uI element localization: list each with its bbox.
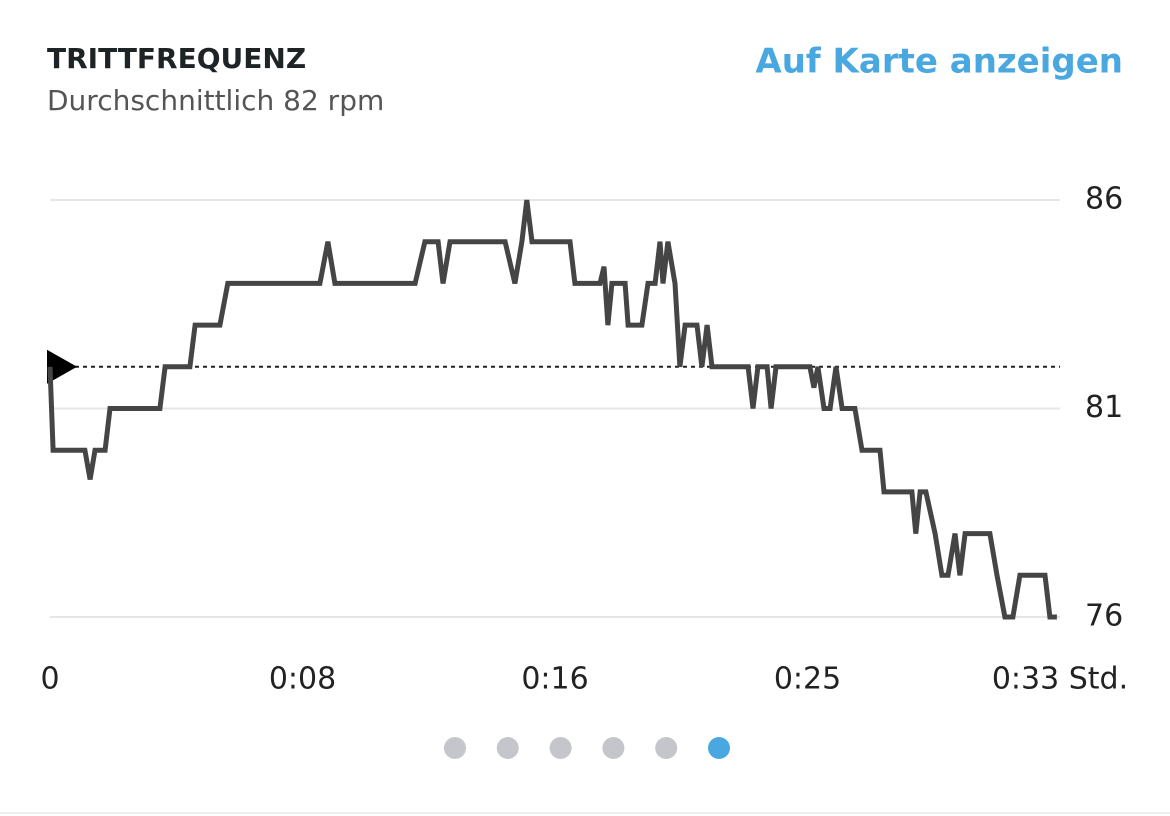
page-dot[interactable]: [708, 737, 730, 759]
page-dot[interactable]: [496, 737, 519, 759]
map-link[interactable]: Auf Karte anzeigen: [755, 42, 1123, 82]
x-tick-label: 0: [40, 662, 59, 697]
x-tick-label: 0:33 Std.: [992, 662, 1128, 697]
average-marker: [47, 349, 77, 384]
y-tick-label: 81: [1085, 390, 1123, 425]
x-tick-label: 0:08: [269, 662, 336, 697]
y-tick-label: 86: [1085, 182, 1123, 217]
page-dot[interactable]: [602, 737, 625, 759]
page-dot[interactable]: [549, 737, 572, 759]
x-tick-label: 0:25: [774, 662, 841, 697]
page-dot[interactable]: [444, 737, 466, 759]
chart-subtitle: Durchschnittlich 82 rpm: [47, 84, 384, 117]
y-tick-label: 76: [1085, 599, 1123, 634]
x-tick-label: 0:16: [521, 662, 588, 697]
cadence-line: [47, 199, 1057, 620]
page-dot[interactable]: [655, 737, 678, 759]
chart-title: TRITTFREQUENZ: [47, 42, 306, 75]
